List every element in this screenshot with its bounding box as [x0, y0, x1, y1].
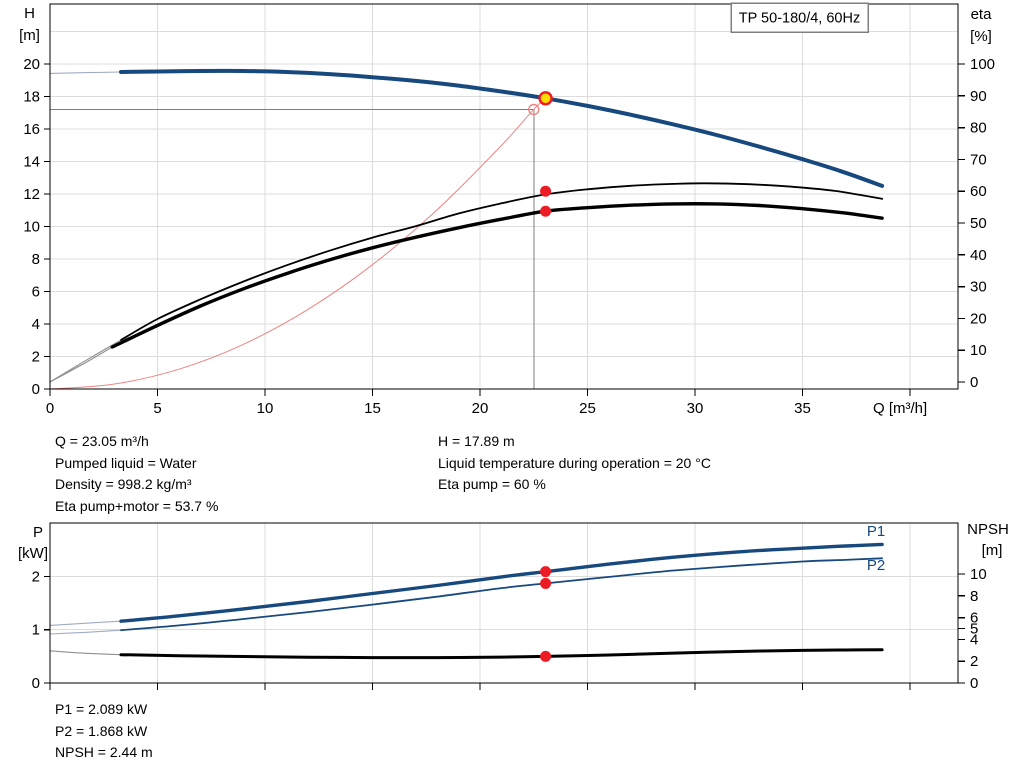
left-tick-label: 20: [23, 56, 40, 73]
right-axis-title: eta: [971, 6, 993, 23]
left-axis-title: [m]: [19, 27, 40, 44]
axis-labels: 0 5 10 15 20 25 30 35 Q [m³/h] 0 2 4 6 8 10 12 14 16 18 20 0…: [19, 5, 995, 417]
plot-border: [49, 522, 959, 684]
npsh-point-marker: [540, 650, 552, 662]
left-tick-label: 4: [32, 316, 40, 333]
right-tick-label: 8: [970, 588, 978, 605]
info-line-p2: P2 = 1.868 kW: [55, 722, 148, 739]
x-tick-label: 35: [794, 400, 811, 417]
requested-duty-point-marker: [528, 103, 540, 116]
right-tick-label: 10: [970, 342, 987, 359]
axis-frame: [44, 3, 965, 396]
x-tick-label: 30: [687, 400, 704, 417]
eta-pump-motor-curve: [110, 202, 884, 349]
right-tick-label: 4: [970, 631, 978, 648]
duty-info-left-column: Q = 23.05 m³/h Pumped liquid = Water Den…: [55, 431, 218, 518]
info-line-q: Q = 23.05 m³/h: [55, 433, 149, 449]
right-tick-label: 2: [970, 653, 978, 670]
info-line-eta-pump: Eta pump = 60 %: [438, 476, 546, 493]
power-info-column: P1 = 2.089 kW P2 = 1.868 kW NPSH = 2.44 …: [55, 699, 153, 764]
left-tick-label: 8: [32, 251, 40, 268]
p1-curve-extension: [49, 620, 122, 626]
left-tick-label: 14: [23, 154, 40, 171]
right-tick-label: 90: [970, 88, 987, 105]
x-axis-title: Q [m³/h]: [873, 400, 927, 417]
duty-point-marker[interactable]: [538, 91, 553, 106]
info-line-h: H = 17.89 m: [438, 433, 515, 449]
axis-labels: 0 1 2 0 2 456 8 10 P [kW] NPSH [m]: [18, 521, 1009, 692]
right-tick-label: 60: [970, 183, 987, 200]
right-axis-title: NPSH: [967, 521, 1009, 538]
npsh-curve: [119, 648, 884, 660]
left-axis-title: P: [33, 524, 43, 541]
head-eta-chart: 0 5 10 15 20 25 30 35 Q [m³/h] 0 2 4 6 8 10 12 14 16 18 20 0…: [19, 2, 995, 417]
right-axis-title: [m]: [982, 542, 1003, 559]
eta-pump-motor-point-marker: [540, 205, 552, 217]
power-npsh-chart: 0 1 2 0 2 456 8 10 P [kW] NPSH [m] P1 P2: [18, 521, 1009, 692]
left-axis-title: H: [24, 5, 35, 22]
x-tick-label: 5: [153, 400, 161, 417]
right-tick-label: 5: [970, 621, 978, 638]
plot-border: [49, 3, 959, 390]
right-tick-label: 0: [970, 675, 978, 692]
right-tick-label: 100: [970, 56, 995, 73]
left-tick-label: 12: [23, 186, 40, 203]
x-tick-label: 0: [46, 400, 54, 417]
curve-label-p1: P1: [867, 523, 885, 540]
eta-pump-motor-curve-extension: [49, 346, 113, 383]
left-tick-label: 2: [32, 349, 40, 366]
right-tick-label: 0: [970, 374, 978, 391]
curve-label-p2: P2: [867, 557, 885, 574]
duty-info-right-column: H = 17.89 m Liquid temperature during op…: [438, 431, 711, 496]
left-tick-label: 1: [32, 622, 40, 639]
left-tick-label: 10: [23, 219, 40, 236]
left-tick-label: 18: [23, 89, 40, 106]
right-tick-label: 20: [970, 310, 987, 327]
npsh-curve-extension: [49, 650, 122, 656]
p2-curve-extension: [49, 629, 122, 635]
x-tick-label: 15: [364, 400, 381, 417]
eta-pump-curve: [120, 182, 883, 341]
right-tick-label: 70: [970, 151, 987, 168]
left-tick-label: 6: [32, 284, 40, 301]
left-tick-label: 16: [23, 121, 40, 138]
axis-frame: [44, 522, 965, 690]
x-tick-label: 10: [257, 400, 274, 417]
p2-curve: [120, 557, 883, 632]
x-tick-label: 20: [472, 400, 489, 417]
right-tick-label: 6: [970, 610, 978, 627]
duty-guides: [50, 109, 535, 389]
right-tick-label: 30: [970, 279, 987, 296]
left-axis-title: [kW]: [18, 545, 48, 562]
info-line-npsh: NPSH = 2.44 m: [55, 744, 153, 761]
left-tick-label: 2: [32, 568, 40, 585]
info-line-density: Density = 998.2 kg/m³: [55, 476, 192, 493]
x-tick-label: 25: [579, 400, 596, 417]
system-curve: [49, 97, 547, 390]
h-q-curve: [119, 68, 885, 188]
info-line-p1: P1 = 2.089 kW: [55, 701, 148, 717]
left-tick-label: 0: [32, 675, 40, 692]
info-line-liquid-temperature: Liquid temperature during operation = 20…: [438, 454, 711, 471]
right-tick-label: 80: [970, 120, 987, 137]
info-line-eta-pump-motor: Eta pump+motor = 53.7 %: [55, 498, 219, 515]
right-axis-title: [%]: [970, 28, 992, 45]
p2-point-marker: [540, 577, 552, 589]
h-q-curve-extension: [49, 71, 122, 74]
right-tick-label: 40: [970, 247, 987, 264]
p1-curve: [119, 542, 884, 623]
p1-point-marker: [540, 566, 552, 578]
chart-title-box: [730, 2, 869, 33]
eta-pump-point-marker: [540, 185, 552, 197]
right-tick-label: 50: [970, 215, 987, 232]
chart-title: TP 50-180/4, 60Hz: [739, 11, 860, 27]
info-line-pumped-liquid: Pumped liquid = Water: [55, 454, 197, 471]
left-tick-label: 0: [32, 381, 40, 398]
gridlines: [50, 4, 958, 389]
right-tick-label: 10: [970, 566, 987, 583]
